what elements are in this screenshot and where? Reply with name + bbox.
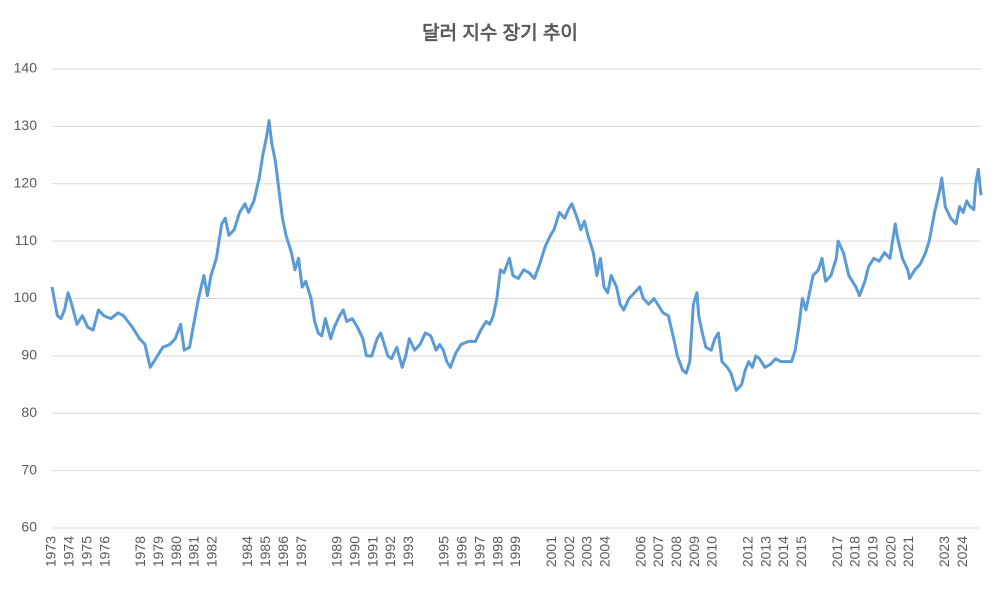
x-tick-label: 1984	[239, 536, 255, 567]
x-tick-label: 2020	[882, 536, 898, 567]
x-tick-label: 2013	[757, 536, 773, 567]
x-tick-label: 1974	[61, 536, 77, 567]
y-tick-label: 70	[21, 461, 37, 477]
x-tick-label: 1973	[43, 536, 59, 567]
x-tick-label: 2015	[793, 536, 809, 567]
x-tick-label: 1976	[96, 536, 112, 567]
x-tick-label: 1985	[257, 536, 273, 567]
y-tick-label: 110	[15, 232, 38, 248]
x-tick-label: 1989	[329, 536, 345, 567]
x-tick-label: 2002	[561, 536, 577, 567]
x-tick-label: 1990	[346, 536, 362, 567]
x-tick-label: 2006	[632, 536, 648, 567]
x-tick-label: 2009	[686, 536, 702, 567]
x-tick-label: 1992	[382, 536, 398, 567]
x-tick-label: 1995	[436, 536, 452, 567]
x-tick-label: 1975	[78, 536, 94, 567]
x-tick-label: 1987	[293, 536, 309, 567]
x-tick-label: 2010	[704, 536, 720, 567]
x-tick-label: 2003	[579, 536, 595, 567]
y-tick-label: 60	[21, 519, 37, 535]
data-line	[50, 119, 983, 392]
x-tick-label: 1993	[400, 536, 416, 567]
x-tick-label: 2023	[936, 536, 952, 567]
y-tick-label: 130	[14, 117, 38, 133]
x-tick-label: 1997	[471, 536, 487, 567]
x-tick-label: 2008	[668, 536, 684, 567]
x-tick-label: 2017	[829, 536, 845, 567]
x-tick-label: 2014	[775, 536, 791, 567]
y-tick-label: 120	[14, 174, 38, 190]
x-tick-label: 2024	[954, 536, 970, 567]
x-tick-label: 2001	[543, 536, 559, 567]
x-tick-label: 1982	[203, 536, 219, 567]
x-tick-label: 2004	[597, 536, 613, 567]
y-tick-label: 100	[14, 289, 38, 305]
y-tick-label: 140	[14, 60, 38, 76]
x-tick-label: 1998	[489, 536, 505, 567]
x-tick-label: 1980	[168, 536, 184, 567]
x-tick-label: 1999	[507, 536, 523, 567]
x-tick-label: 2021	[900, 536, 916, 567]
x-tick-label: 1981	[186, 536, 202, 567]
x-tick-label: 1978	[132, 536, 148, 567]
x-tick-label: 2007	[650, 536, 666, 567]
y-tick-label: 80	[21, 404, 37, 420]
x-tick-label: 2018	[847, 536, 863, 567]
x-tick-label: 1991	[364, 536, 380, 567]
x-tick-label: 2019	[865, 536, 881, 567]
x-tick-label: 1979	[150, 536, 166, 567]
x-tick-label: 1996	[454, 536, 470, 567]
y-tick-label: 90	[21, 347, 37, 363]
x-tick-label: 1986	[275, 536, 291, 567]
x-tick-label: 2012	[739, 536, 755, 567]
chart-title: 달러 지수 장기 추이	[422, 22, 578, 44]
